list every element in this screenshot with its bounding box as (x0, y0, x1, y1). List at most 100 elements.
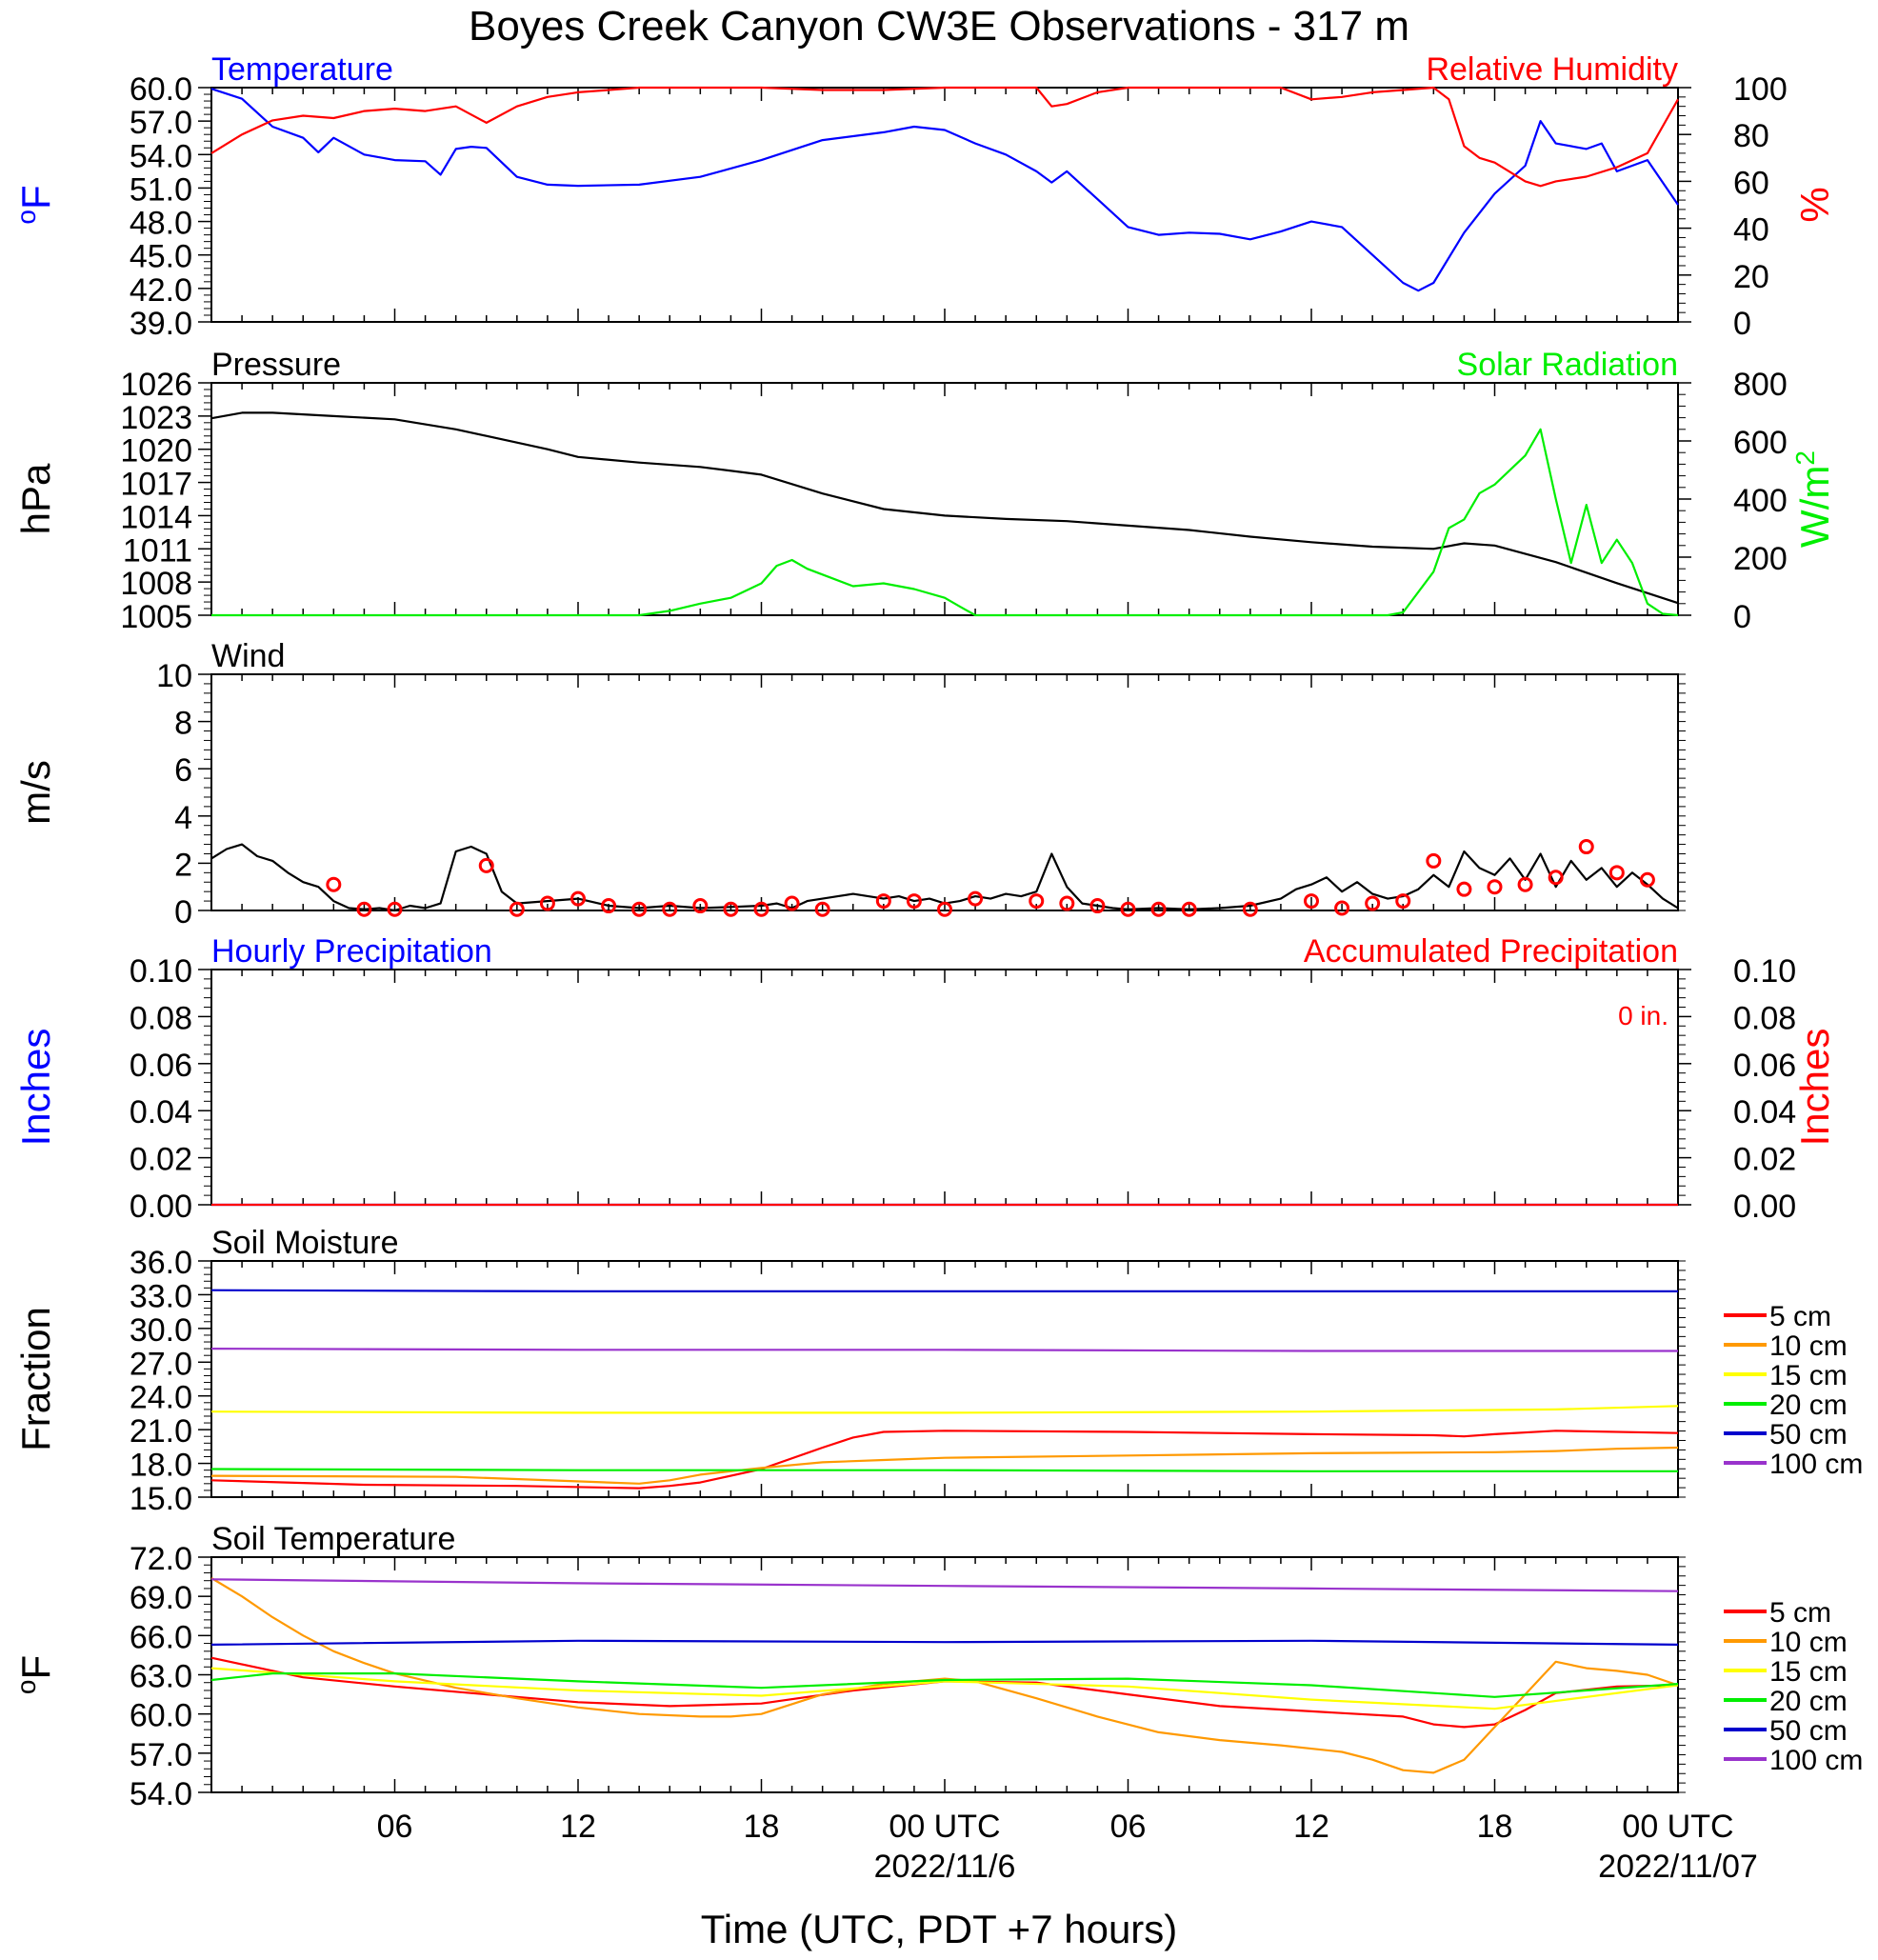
panel-wind: 0 2 4 6 8 10 Wind m/s (13, 638, 1686, 930)
wind-marker (1639, 871, 1655, 888)
legend-label: 20 cm (1769, 1686, 1848, 1717)
precip-total-annotation: 0 in. (1618, 1001, 1668, 1030)
series-line (210, 1671, 1679, 1698)
y-tick-label-left: 0.04 (130, 1094, 192, 1130)
y-tick-label-right: 40 (1733, 212, 1769, 249)
y-tick-label-left: 0 (174, 894, 192, 930)
series-line (210, 1468, 1678, 1472)
wind-marker (692, 898, 709, 914)
y-tick-label-right: 0.02 (1733, 1142, 1796, 1178)
panel-title-right: Relative Humidity (1426, 51, 1678, 88)
y-tick-label-left: 0.02 (130, 1142, 192, 1178)
y-tick-label-right: 100 (1733, 71, 1788, 108)
panel-title-right: Accumulated Precipitation (1304, 933, 1678, 970)
x-tick-label: 06 (377, 1809, 413, 1845)
y-axis-unit-left-text: Fraction (13, 1307, 58, 1451)
unit-base: W/m (1792, 466, 1837, 548)
y-tick-label-left: 69.0 (130, 1580, 192, 1616)
panel-title-left: Pressure (211, 347, 341, 383)
y-tick-label-left: 33.0 (130, 1278, 192, 1314)
wind-marker (1456, 881, 1472, 897)
y-axis-unit-right-text: Inches (1792, 1029, 1837, 1147)
panel-precip: 0.00 0.02 0.04 0.06 0.08 0.10 0.00 0.02 0.04 0.06… (13, 933, 1837, 1225)
x-tick-label: 00 UTC (1622, 1809, 1733, 1845)
y-axis-unit-left: hPa (13, 463, 58, 534)
panel-frame (210, 1260, 1679, 1498)
series-line (210, 1405, 1679, 1414)
y-tick-label-right: 600 (1733, 425, 1788, 461)
y-axis-unit-left: oF (11, 185, 59, 224)
wind-marker (1059, 895, 1075, 911)
y-tick-label-left: 45.0 (130, 239, 192, 275)
wind-marker (1150, 901, 1167, 917)
wind-marker (1029, 893, 1045, 910)
y-tick-label-right: 0.10 (1733, 953, 1796, 990)
chart-panels: 39.042.045.048.051.054.057.060.002040608… (11, 51, 1864, 1885)
y-tick-label-left: 48.0 (130, 206, 192, 242)
y-tick-label-left: 1005 (120, 599, 192, 635)
y-tick-label-left: 24.0 (130, 1380, 192, 1416)
y-tick-label-right: 20 (1733, 259, 1769, 295)
y-tick-label-left: 1008 (120, 566, 192, 602)
panel-soil_temp: 54.057.060.063.0 66.069.072.0 Soil Tempera… (11, 1521, 1864, 1885)
panel-frame (210, 673, 1679, 911)
y-tick-label-left: 36.0 (130, 1245, 192, 1281)
panel-frame (210, 382, 1679, 616)
wind-marker (875, 893, 891, 910)
y-tick-label-left: 72.0 (130, 1541, 192, 1577)
y-tick-label-left: 27.0 (130, 1346, 192, 1382)
y-tick-label-left: 60.0 (130, 1698, 192, 1734)
y-axis-unit-left-text: m/s (13, 760, 58, 825)
y-tick-label-right: 400 (1733, 483, 1788, 519)
wind-marker (1578, 839, 1594, 855)
y-tick-label-left: 57.0 (130, 1737, 192, 1773)
wind-marker (601, 898, 617, 914)
wind-marker (478, 857, 494, 873)
legend-label: 50 cm (1769, 1715, 1848, 1747)
unit-exponent: 2 (1790, 450, 1820, 466)
y-tick-label-left: 1017 (120, 467, 192, 503)
y-tick-label-left: 8 (174, 706, 192, 742)
wind-marker (326, 876, 342, 892)
y-tick-label-right: 200 (1733, 541, 1788, 577)
y-tick-label-left: 1020 (120, 433, 192, 470)
y-tick-label-left: 1023 (120, 400, 192, 436)
y-tick-label-left: 0.06 (130, 1048, 192, 1084)
unit-letter: F (13, 1655, 58, 1680)
wind-marker (753, 901, 769, 917)
series-line (210, 1430, 1679, 1490)
panel-title-left: Temperature (211, 51, 393, 88)
y-tick-label-left: 1011 (123, 532, 192, 569)
y-tick-label-left: 6 (174, 752, 192, 789)
y-tick-label-left: 0.08 (130, 1000, 192, 1036)
legend-label: 100 cm (1769, 1745, 1863, 1776)
panel-title-left: Wind (211, 638, 285, 674)
y-axis-unit-left: Inches (13, 1029, 58, 1147)
y-axis-unit-right: Inches (1792, 1029, 1837, 1147)
y-tick-label-left: 54.0 (130, 1776, 192, 1812)
wind-marker (509, 901, 525, 917)
degree-mark: o (11, 1680, 41, 1695)
wind-marker (1517, 876, 1533, 892)
wind-marker (1608, 865, 1625, 881)
x-tick-label: 00 UTC (889, 1809, 1000, 1845)
legend-label: 5 cm (1769, 1301, 1831, 1332)
wind-marker (570, 890, 586, 907)
legend-label: 10 cm (1769, 1330, 1848, 1362)
legend-label: 20 cm (1769, 1390, 1848, 1421)
y-tick-label-right: 800 (1733, 367, 1788, 403)
chart-title: Boyes Creek Canyon CW3E Observations - 3… (469, 3, 1409, 50)
wind-marker (387, 901, 403, 917)
series-line (210, 86, 1679, 188)
panel-frame (210, 969, 1679, 1206)
y-tick-label-left: 51.0 (130, 171, 192, 208)
y-tick-label-left: 4 (174, 800, 192, 836)
wind-marker (662, 901, 678, 917)
panel-title-right: Solar Radiation (1457, 347, 1678, 383)
y-tick-label-left: 1014 (120, 499, 192, 535)
series-line (210, 1639, 1679, 1646)
y-tick-label-left: 15.0 (130, 1481, 192, 1517)
y-tick-label-left: 0.00 (130, 1189, 192, 1225)
series-line (210, 1656, 1679, 1729)
x-tick-label: 06 (1110, 1809, 1147, 1845)
